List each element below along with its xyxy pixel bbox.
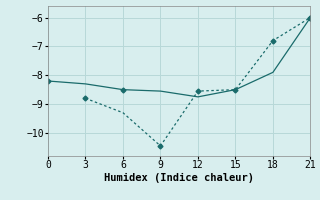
X-axis label: Humidex (Indice chaleur): Humidex (Indice chaleur): [104, 173, 254, 183]
